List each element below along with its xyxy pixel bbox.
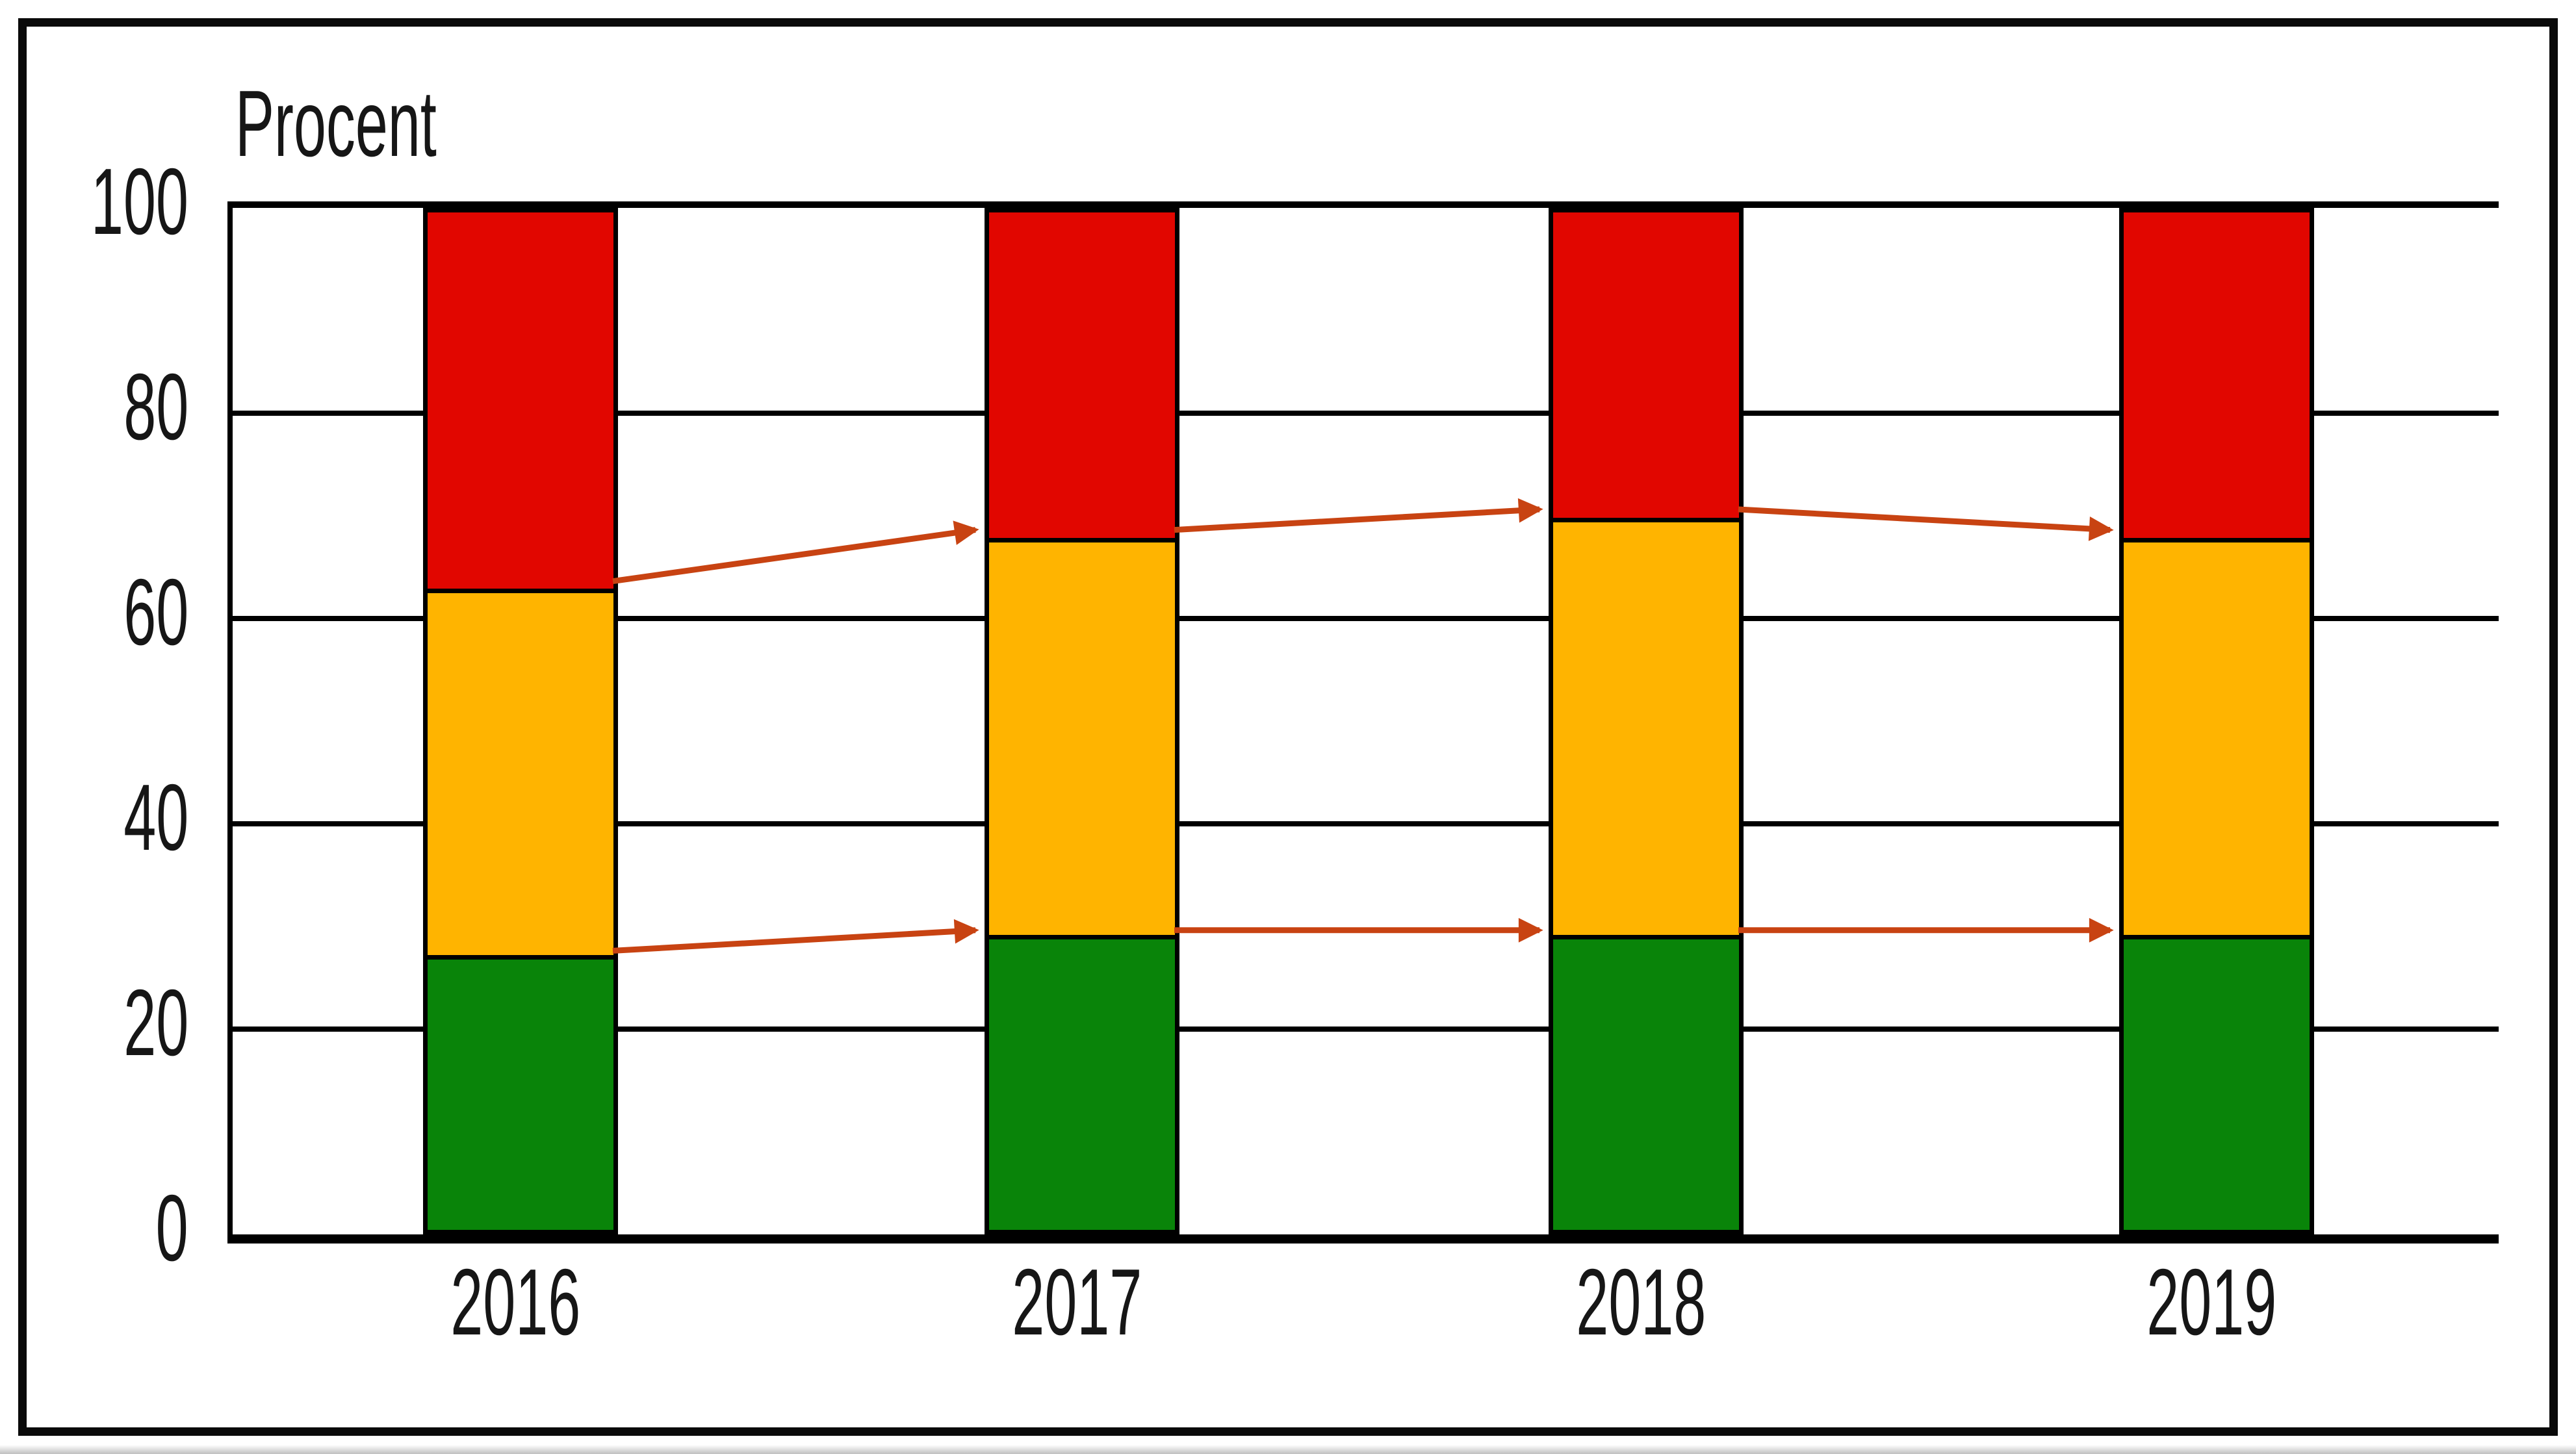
x-category-label-2018: 2018 [1478,1255,1803,1349]
y-tick-label-20: 20 [0,976,188,1070]
bar-2018 [1549,208,1744,1234]
y-tick-label-0: 0 [0,1181,188,1275]
bar-2017-segment-green-bottom [989,934,1175,1230]
bar-2018-segment-orange-middle [1553,517,1739,935]
y-tick-label-text: 20 [123,970,188,1075]
upper-trend-arrow-2018-to-2019 [1738,506,2114,541]
x-category-label-text: 2017 [1011,1249,1142,1355]
page-bottom-shadow [0,1445,2576,1454]
upper-trend-arrow-2017-to-2018 [1174,498,1543,533]
bar-2018-segment-green-bottom [1553,934,1739,1230]
bar-2019-segment-red-top [2124,212,2310,539]
y-tick-label-text: 60 [123,559,188,665]
bar-2017-segment-orange-middle [989,538,1175,935]
x-category-label-text: 2018 [1575,1249,1706,1355]
chart-title: Procent [235,77,560,171]
x-category-label-text: 2016 [450,1249,580,1355]
bar-2019-segment-green-bottom [2124,934,2310,1230]
upper-trend-arrow-2016-to-2017 [612,520,979,585]
trend-arrows-layer [612,498,2114,954]
bar-2016-segment-red-top [428,212,613,589]
x-category-label-text: 2019 [2146,1249,2276,1355]
gridline-20 [233,1027,2499,1032]
y-tick-label-100: 100 [0,155,188,249]
bar-2017 [985,208,1179,1234]
y-tick-label-text: 40 [123,765,188,870]
y-tick-label-text: 80 [123,354,188,459]
plot-area [227,201,2499,1244]
x-category-label-2019: 2019 [2049,1255,2374,1349]
bar-2016 [423,208,618,1234]
y-tick-label-text: 0 [155,1175,188,1281]
bar-2019 [2119,208,2314,1234]
y-tick-label-text: 100 [90,149,188,254]
chart-title-text: Procent [235,71,437,176]
gridline-60 [233,616,2499,621]
x-category-label-2016: 2016 [353,1255,678,1349]
y-tick-label-80: 80 [0,360,188,454]
bar-2018-segment-red-top [1553,212,1739,518]
gridline-80 [233,411,2499,416]
y-tick-label-60: 60 [0,565,188,659]
bar-2019-segment-orange-middle [2124,538,2310,935]
bar-2016-segment-green-bottom [428,955,613,1230]
gridline-40 [233,821,2499,826]
lower-trend-arrow-2016-to-2017 [612,919,979,954]
bar-2017-segment-red-top [989,212,1175,539]
y-tick-label-40: 40 [0,771,188,865]
x-category-label-2017: 2017 [914,1255,1239,1349]
bar-2016-segment-orange-middle [428,589,613,956]
